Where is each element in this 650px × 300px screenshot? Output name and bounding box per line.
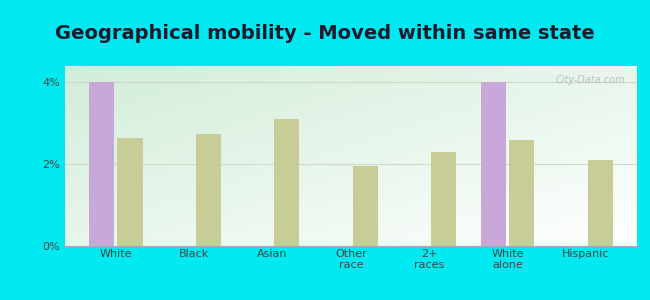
- Text: Geographical mobility - Moved within same state: Geographical mobility - Moved within sam…: [55, 24, 595, 43]
- Bar: [274, 119, 299, 246]
- Bar: [89, 82, 114, 246]
- Bar: [352, 166, 378, 246]
- Bar: [510, 140, 534, 246]
- Bar: [481, 82, 506, 246]
- Bar: [118, 138, 142, 246]
- Bar: [588, 160, 613, 246]
- Text: City-Data.com: City-Data.com: [556, 75, 625, 85]
- Bar: [196, 134, 221, 246]
- Bar: [431, 152, 456, 246]
